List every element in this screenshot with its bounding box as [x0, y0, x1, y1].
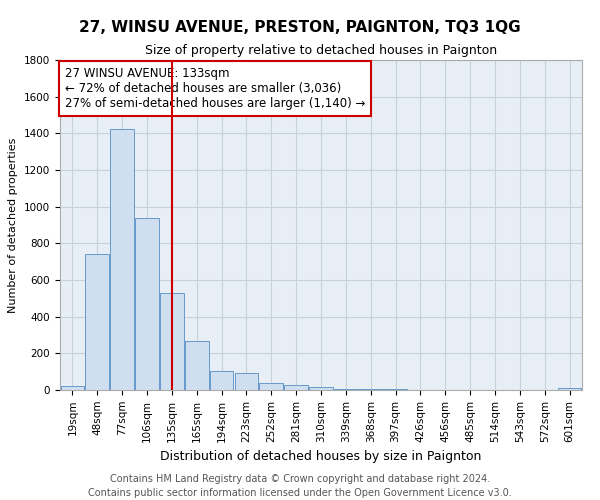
Bar [309, 387, 333, 390]
Bar [359, 389, 383, 390]
Bar [210, 371, 233, 390]
Title: Size of property relative to detached houses in Paignton: Size of property relative to detached ho… [145, 44, 497, 58]
Bar [185, 342, 209, 390]
Bar [160, 293, 184, 390]
Bar [558, 388, 581, 390]
Bar [110, 128, 134, 390]
Bar [61, 386, 84, 390]
Bar [85, 254, 109, 390]
Bar [284, 385, 308, 390]
Bar [235, 373, 258, 390]
X-axis label: Distribution of detached houses by size in Paignton: Distribution of detached houses by size … [160, 450, 482, 463]
Text: 27, WINSU AVENUE, PRESTON, PAIGNTON, TQ3 1QG: 27, WINSU AVENUE, PRESTON, PAIGNTON, TQ3… [79, 20, 521, 35]
Text: 27 WINSU AVENUE: 133sqm
← 72% of detached houses are smaller (3,036)
27% of semi: 27 WINSU AVENUE: 133sqm ← 72% of detache… [65, 66, 365, 110]
Bar [135, 218, 159, 390]
Bar [334, 389, 358, 390]
Text: Contains HM Land Registry data © Crown copyright and database right 2024.
Contai: Contains HM Land Registry data © Crown c… [88, 474, 512, 498]
Bar [259, 383, 283, 390]
Y-axis label: Number of detached properties: Number of detached properties [8, 138, 19, 312]
